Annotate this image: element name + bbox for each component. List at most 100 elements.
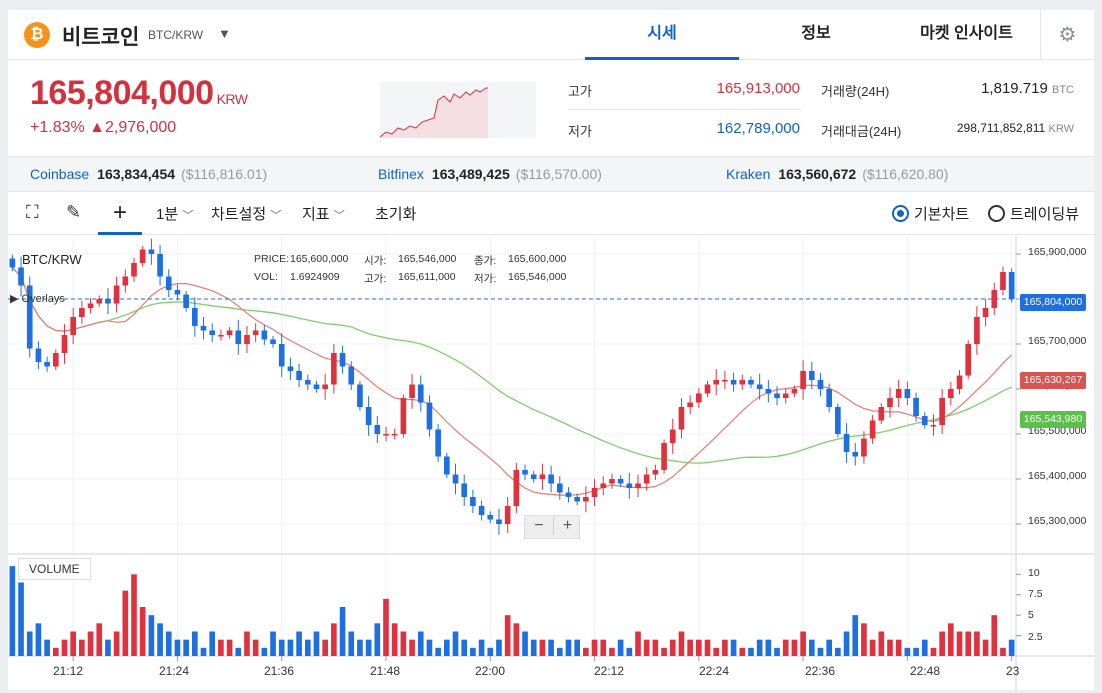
ohlc-open-value: 165,546,000 — [398, 253, 457, 265]
volume-bar — [61, 639, 68, 656]
candle-body — [678, 407, 685, 430]
volume-axis-tick: 5 — [1028, 609, 1034, 621]
candle-body — [869, 420, 876, 439]
exchange-name[interactable]: Kraken — [726, 166, 771, 182]
volume-bar — [122, 590, 129, 656]
volume-24h-unit: BTC — [1052, 84, 1074, 96]
zoom-out-button[interactable]: − — [534, 517, 544, 534]
volume-bar — [26, 631, 33, 656]
tradingview-radio[interactable] — [988, 205, 1005, 222]
trade-value-24h-unit: KRW — [1048, 123, 1074, 135]
chevron-down-icon: ﹀ — [270, 210, 282, 222]
candle-body — [252, 330, 259, 335]
interval-dropdown[interactable]: 1분 ﹀ — [156, 203, 193, 224]
zoom-in-button[interactable]: + — [553, 517, 581, 535]
volume-bar — [643, 639, 650, 656]
trade-value-24h-value: 298,711,852,811 — [956, 121, 1046, 135]
candle-body — [44, 362, 50, 367]
reset-button[interactable]: 초기화 — [375, 206, 417, 223]
volume-bar — [730, 639, 737, 656]
volume-bar — [1000, 647, 1006, 656]
candle-body — [313, 384, 320, 389]
candle-body — [461, 483, 468, 497]
chart-settings-dropdown[interactable]: 차트설정 ﹀ — [211, 203, 281, 224]
basic-chart-radio[interactable] — [892, 205, 909, 222]
candle-body — [1000, 272, 1006, 290]
candle-body — [383, 434, 389, 436]
basic-chart-label[interactable]: 기본차트 — [914, 206, 970, 223]
volume-bar — [974, 631, 980, 656]
volume-bar — [887, 639, 893, 656]
volume-bar — [904, 647, 911, 656]
volume-24h-value: 1,819.719 — [981, 80, 1048, 97]
candlestick-chart[interactable] — [8, 236, 1094, 690]
overlays-toggle[interactable]: ▶ Overlays — [10, 292, 65, 305]
current-price-tag: 165,804,000 — [1020, 294, 1086, 311]
coin-name: 비트코인 — [62, 26, 140, 49]
high-label: 고가 — [568, 84, 592, 99]
volume-bar — [930, 647, 937, 656]
candle-body — [756, 384, 763, 389]
volume-bar — [956, 631, 963, 656]
volume-bar — [652, 639, 659, 656]
tab-market-price[interactable]: 시세 — [585, 10, 739, 60]
candle-body — [887, 398, 893, 407]
candle-body — [609, 479, 615, 484]
candle-body — [817, 380, 824, 389]
exchange-bitfinex[interactable]: Bitfinex 163,489,425 ($116,570.00) — [378, 166, 602, 182]
exchange-kraken[interactable]: Kraken 163,560,672 ($116,620.80) — [726, 166, 948, 182]
pencil-icon[interactable]: ✎ — [66, 202, 82, 222]
fullscreen-icon[interactable]: ⛶ — [26, 202, 39, 222]
candle-body — [739, 380, 746, 385]
tab-market-insight[interactable]: 마켓 인사이트 — [920, 25, 1013, 42]
ohlc-low-label: 저가: — [474, 273, 497, 285]
tab-info[interactable]: 정보 — [801, 25, 831, 42]
candle-body — [1008, 272, 1015, 299]
volume-bar — [165, 631, 172, 656]
exchange-coinbase[interactable]: Coinbase 163,834,454 ($116,816.01) — [30, 166, 267, 182]
exchange-price-bar: Coinbase 163,834,454 ($116,816.01) Bitfine… — [8, 156, 1094, 192]
ohlc-close-value: 165,600,000 — [508, 253, 567, 265]
chart-toolbar: ⛶ ✎ + 1분 ﹀ 차트설정 ﹀ 지표 ﹀ 초기화 기본차트 트레이딩뷰 — [8, 193, 1094, 235]
candle-body — [539, 474, 546, 479]
candle-body — [669, 429, 676, 443]
exchange-usd-price: ($116,620.80) — [862, 166, 949, 182]
volume-bar — [782, 639, 789, 656]
volume-bar — [235, 647, 242, 656]
ohlc-vol-label: VOL: — [254, 271, 278, 283]
volume-bar — [591, 639, 598, 656]
price-chart-area[interactable]: BTC/KRW PRICE: 165,600,000 시가: 165,546,0… — [8, 236, 1094, 690]
candle-body — [635, 483, 641, 488]
volume-bar — [452, 631, 459, 656]
candle-body — [713, 380, 720, 385]
candle-body — [9, 258, 16, 268]
app-window: ₿ 비트코인 BTC/KRW ▼ 시세 정보 마켓 인사이트 ⚙ 165,804… — [8, 10, 1094, 690]
candle-body — [70, 317, 76, 335]
exchange-name[interactable]: Coinbase — [30, 166, 90, 182]
current-price-currency: KRW — [216, 91, 248, 107]
candle-body — [591, 488, 598, 497]
volume-bar — [774, 647, 780, 656]
candle-body — [409, 384, 415, 398]
candle-body — [113, 285, 120, 304]
low-label: 저가 — [568, 124, 592, 139]
ohlc-open-label: 시가: — [364, 255, 387, 267]
candle-body — [278, 344, 285, 367]
exchange-name[interactable]: Bitfinex — [378, 166, 424, 182]
candle-body — [774, 393, 780, 398]
candle-body — [939, 398, 945, 425]
indicators-dropdown[interactable]: 지표 ﹀ — [302, 203, 345, 224]
gear-icon[interactable]: ⚙ — [1040, 10, 1094, 60]
candle-body — [148, 249, 155, 254]
volume-bar — [878, 631, 885, 656]
coin-selector-chevron-down-icon[interactable]: ▼ — [218, 26, 231, 41]
tradingview-label[interactable]: 트레이딩뷰 — [1010, 206, 1080, 223]
candle-body — [948, 389, 954, 398]
candle-body — [357, 384, 363, 407]
candle-body — [974, 317, 980, 344]
crosshair-icon[interactable]: + — [98, 193, 142, 235]
candle-body — [878, 407, 885, 421]
volume-bar — [756, 639, 763, 656]
candle-body — [965, 344, 972, 376]
candle-body — [852, 452, 859, 457]
